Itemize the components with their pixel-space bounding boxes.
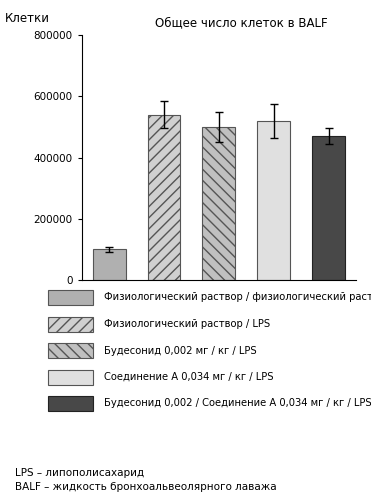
Text: Будесонид 0,002 / Соединение А 0,034 мг / кг / LPS: Будесонид 0,002 / Соединение А 0,034 мг …: [104, 398, 371, 408]
Bar: [93, 250, 125, 280]
Text: Физиологический раствор / LPS: Физиологический раствор / LPS: [104, 319, 270, 329]
Text: BALF – жидкость бронхоальвеолярного лаважа: BALF – жидкость бронхоальвеолярного лава…: [15, 482, 276, 492]
Text: Соединение А 0,034 мг / кг / LPS: Соединение А 0,034 мг / кг / LPS: [104, 372, 273, 382]
Bar: [312, 136, 345, 280]
Bar: [148, 114, 180, 280]
Bar: [257, 120, 290, 280]
Text: LPS – липополисахарид: LPS – липополисахарид: [15, 468, 144, 477]
Text: Клетки: Клетки: [5, 12, 50, 25]
Title: Общее число клеток в BALF: Общее число клеток в BALF: [155, 16, 327, 30]
Bar: [203, 127, 235, 280]
Text: Будесонид 0,002 мг / кг / LPS: Будесонид 0,002 мг / кг / LPS: [104, 346, 256, 356]
Text: Физиологический раствор / физиологический раствор: Физиологический раствор / физиологически…: [104, 292, 371, 302]
